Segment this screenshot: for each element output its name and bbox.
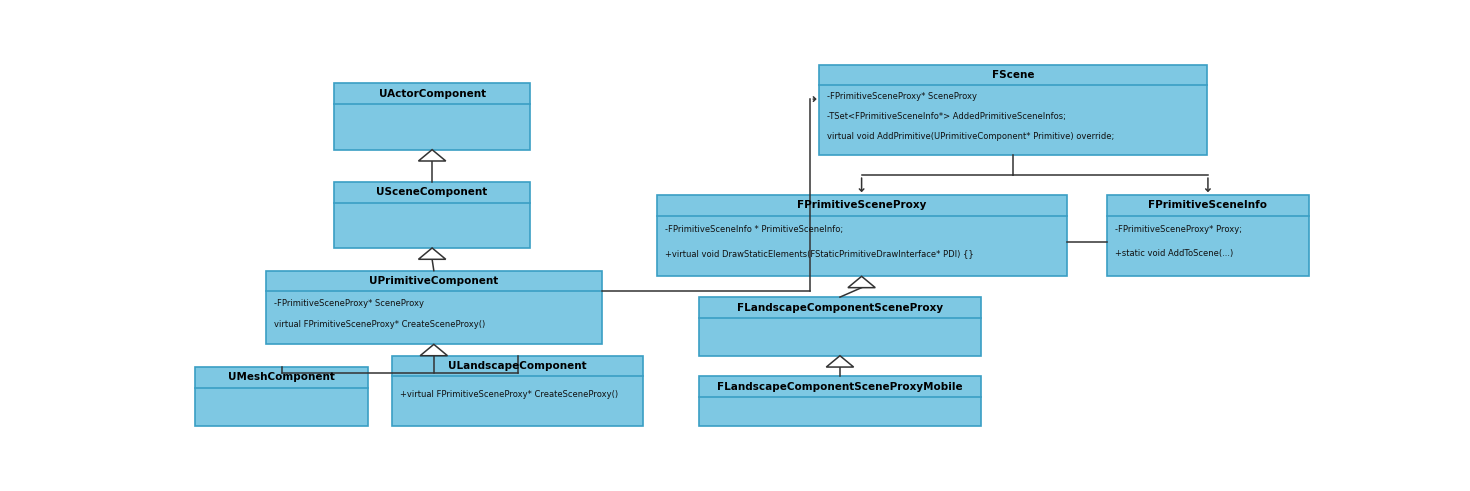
Polygon shape bbox=[848, 276, 875, 288]
Text: -TSet<FPrimitiveSceneInfo*> AddedPrimitiveSceneInfos;: -TSet<FPrimitiveSceneInfo*> AddedPrimiti… bbox=[828, 112, 1066, 121]
Text: -FPrimitiveSceneProxy* SceneProxy: -FPrimitiveSceneProxy* SceneProxy bbox=[273, 299, 423, 307]
Text: FScene: FScene bbox=[992, 70, 1035, 80]
Text: +virtual void DrawStaticElements(FStaticPrimitiveDrawInterface* PDI) {}: +virtual void DrawStaticElements(FStatic… bbox=[664, 249, 973, 258]
Bar bbox=[698, 377, 980, 426]
Text: -FPrimitiveSceneProxy* Proxy;: -FPrimitiveSceneProxy* Proxy; bbox=[1114, 224, 1242, 234]
Polygon shape bbox=[826, 355, 854, 367]
Bar bbox=[196, 367, 369, 426]
Text: FPrimitiveSceneInfo: FPrimitiveSceneInfo bbox=[1148, 200, 1267, 211]
Bar bbox=[266, 271, 601, 344]
Text: ULandscapeComponent: ULandscapeComponent bbox=[448, 361, 587, 371]
Text: FPrimitiveSceneProxy: FPrimitiveSceneProxy bbox=[797, 200, 926, 211]
Polygon shape bbox=[420, 344, 447, 355]
Text: FLandscapeComponentSceneProxyMobile: FLandscapeComponentSceneProxyMobile bbox=[717, 382, 963, 392]
Text: USceneComponent: USceneComponent bbox=[376, 187, 488, 197]
Text: -FPrimitiveSceneProxy* SceneProxy: -FPrimitiveSceneProxy* SceneProxy bbox=[828, 92, 978, 101]
Polygon shape bbox=[419, 150, 445, 161]
Text: FLandscapeComponentSceneProxy: FLandscapeComponentSceneProxy bbox=[736, 302, 944, 312]
Text: UPrimitiveComponent: UPrimitiveComponent bbox=[369, 276, 498, 286]
Bar bbox=[334, 182, 531, 248]
Text: +virtual FPrimitiveSceneProxy* CreateSceneProxy(): +virtual FPrimitiveSceneProxy* CreateSce… bbox=[400, 390, 619, 399]
Text: +static void AddToScene(...): +static void AddToScene(...) bbox=[1114, 249, 1233, 258]
Bar bbox=[698, 297, 980, 355]
Text: UMeshComponent: UMeshComponent bbox=[228, 373, 335, 382]
Bar bbox=[334, 83, 531, 150]
Bar bbox=[1107, 195, 1310, 276]
Text: virtual FPrimitiveSceneProxy* CreateSceneProxy(): virtual FPrimitiveSceneProxy* CreateScen… bbox=[273, 320, 485, 329]
Bar bbox=[392, 355, 642, 426]
Text: -FPrimitiveSceneInfo * PrimitiveSceneInfo;: -FPrimitiveSceneInfo * PrimitiveSceneInf… bbox=[664, 224, 842, 234]
Bar bbox=[657, 195, 1067, 276]
Bar bbox=[819, 65, 1207, 155]
Text: virtual void AddPrimitive(UPrimitiveComponent* Primitive) override;: virtual void AddPrimitive(UPrimitiveComp… bbox=[828, 132, 1114, 141]
Text: UActorComponent: UActorComponent bbox=[379, 89, 485, 99]
Polygon shape bbox=[419, 248, 445, 259]
